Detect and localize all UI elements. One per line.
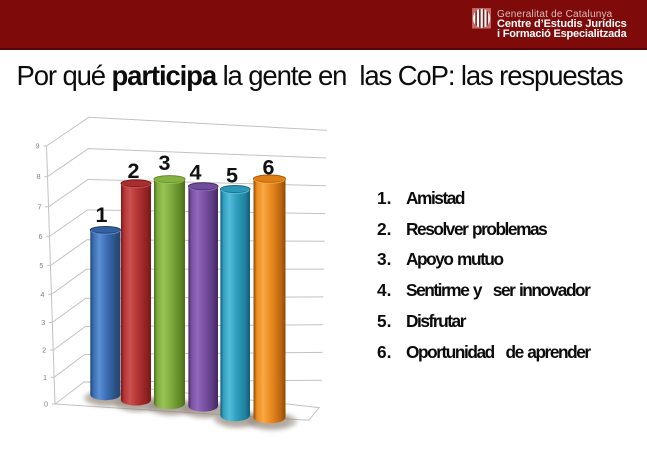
svg-text:6: 6 [38, 232, 42, 241]
svg-text:5: 5 [39, 261, 43, 270]
svg-text:1: 1 [43, 373, 47, 382]
svg-text:6: 6 [263, 156, 275, 180]
svg-text:3: 3 [41, 318, 45, 327]
svg-text:9: 9 [35, 142, 39, 151]
svg-text:2: 2 [42, 346, 46, 355]
svg-text:4: 4 [190, 161, 202, 185]
svg-text:8: 8 [36, 172, 40, 181]
svg-text:0: 0 [44, 400, 48, 409]
svg-text:1: 1 [96, 203, 108, 227]
svg-text:3: 3 [159, 151, 171, 175]
svg-text:4: 4 [40, 290, 44, 299]
svg-text:2: 2 [128, 159, 140, 183]
svg-text:5: 5 [226, 164, 238, 188]
svg-text:7: 7 [37, 202, 41, 211]
